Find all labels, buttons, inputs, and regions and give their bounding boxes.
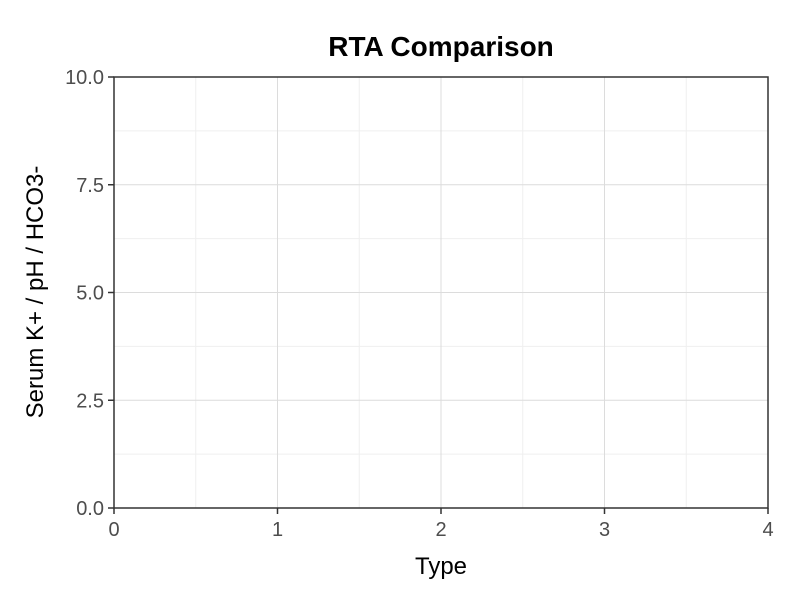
x-tick-label: 1 bbox=[272, 519, 283, 541]
y-tick-label: 2.5 bbox=[76, 390, 104, 412]
x-axis-label: Type bbox=[415, 553, 467, 580]
y-tick-label: 7.5 bbox=[76, 175, 104, 197]
x-tick-label: 2 bbox=[435, 519, 446, 541]
chart-title: RTA Comparison bbox=[328, 31, 554, 62]
x-tick-label: 3 bbox=[599, 519, 610, 541]
y-tick-label: 5.0 bbox=[76, 283, 104, 305]
x-tick-label: 0 bbox=[108, 519, 119, 541]
y-axis: 0.0 2.5 5.0 7.5 10.0 bbox=[65, 67, 114, 520]
major-gridlines bbox=[113, 76, 769, 509]
y-tick-label: 10.0 bbox=[65, 67, 104, 89]
y-axis-label: Serum K+ / pH / HCO3- bbox=[22, 166, 49, 419]
x-axis: 0 1 2 3 4 bbox=[108, 508, 774, 541]
x-tick-label: 4 bbox=[762, 519, 773, 541]
y-tick-label: 0.0 bbox=[76, 498, 104, 520]
